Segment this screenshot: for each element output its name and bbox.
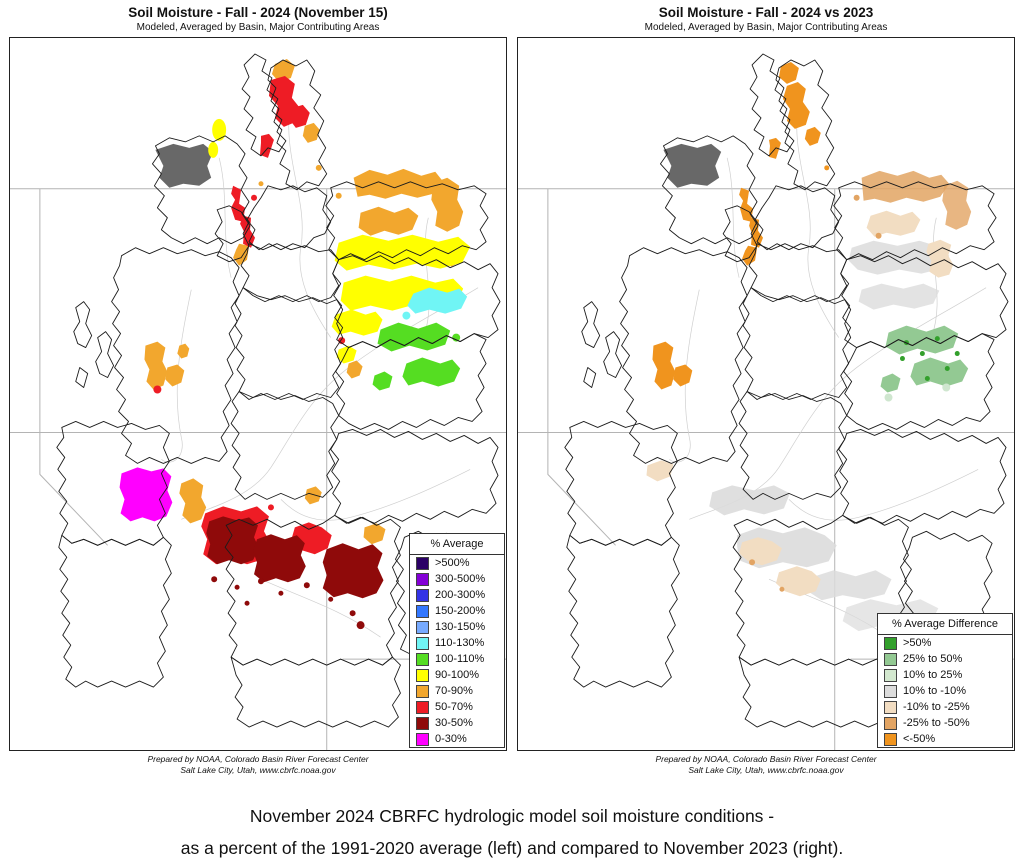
green-patches [372, 322, 461, 391]
legend-label: 130-150% [435, 620, 486, 633]
legend-swatch [416, 732, 429, 746]
legend-label: 200-300% [435, 588, 486, 601]
legend-item: 90-100% [410, 667, 504, 683]
legend-label: -25% to -50% [903, 716, 970, 729]
legend-item: -10% to -25% [878, 699, 1012, 715]
credit-line: Prepared by NOAA, Colorado Basin River F… [147, 754, 369, 764]
legend-swatch [416, 620, 429, 634]
legend-swatch [416, 652, 429, 666]
legend-title: % Average [410, 534, 504, 555]
legend-item: 70-90% [410, 683, 504, 699]
legend-item: 50-70% [410, 699, 504, 715]
legend-item: <-50% [878, 731, 1012, 747]
legend-label: -10% to -25% [903, 700, 970, 713]
left-map-patches [119, 58, 471, 630]
legend-label: <-50% [903, 732, 936, 745]
legend-swatch [416, 716, 429, 730]
legend-swatch [884, 684, 897, 698]
credit-line: Salt Lake City, Utah, www.cbrfc.noaa.gov [688, 765, 844, 776]
legend-item: 130-150% [410, 619, 504, 635]
legend-label: >50% [903, 636, 932, 649]
legend-swatch [416, 636, 429, 650]
legend-label: 25% to 50% [903, 652, 963, 665]
legend-swatch [416, 556, 429, 570]
legend-item: 10% to 25% [878, 667, 1012, 683]
legend-label: 70-90% [435, 684, 473, 697]
legend-label: >500% [435, 556, 470, 569]
legend-swatch [884, 732, 897, 746]
legend-item: 100-110% [410, 651, 504, 667]
legend-swatch [884, 652, 897, 666]
legend-label: 110-130% [435, 636, 485, 649]
left-credit: Prepared by NOAA, Colorado Basin River F… [9, 754, 507, 776]
legend-swatch [416, 588, 429, 602]
legend-item: -25% to -50% [878, 715, 1012, 731]
legend-swatch [884, 636, 897, 650]
legend-swatch [416, 684, 429, 698]
left-map: % Average >500% 300-500% 200-300% 150-200% 13… [9, 37, 507, 751]
legend-item: 150-200% [410, 603, 504, 619]
legend-label: 300-500% [435, 572, 486, 585]
map-panels: Soil Moisture - Fall - 2024 (November 15… [9, 2, 1015, 776]
credit-line: Prepared by NOAA, Colorado Basin River F… [655, 754, 877, 764]
right-subtitle: Modeled, Averaged by Basin, Major Contri… [644, 22, 888, 33]
legend-item: 200-300% [410, 587, 504, 603]
legend-item: >50% [878, 635, 1012, 651]
legend-label: 150-200% [435, 604, 486, 617]
right-credit: Prepared by NOAA, Colorado Basin River F… [517, 754, 1015, 776]
right-map: % Average Difference >50% 25% to 50% 10% to… [517, 37, 1015, 751]
legend-item: 10% to -10% [878, 683, 1012, 699]
magenta-patches [119, 467, 173, 522]
caption-line-2: as a percent of the 1991-2020 average (l… [180, 838, 844, 859]
legend-swatch [416, 604, 429, 618]
legend-label: 10% to 25% [903, 668, 963, 681]
pale-tan-patches [646, 210, 954, 597]
left-legend: % Average >500% 300-500% 200-300% 150-200% 13… [409, 533, 505, 748]
left-panel: Soil Moisture - Fall - 2024 (November 15… [9, 2, 507, 776]
legend-label: 0-30% [435, 732, 467, 745]
credit-line: Salt Lake City, Utah, www.cbrfc.noaa.gov [180, 765, 336, 776]
legend-label: 10% to -10% [903, 684, 966, 697]
right-title: Soil Moisture - Fall - 2024 vs 2023 [658, 5, 874, 20]
caption-line-1: November 2024 CBRFC hydrologic model soi… [249, 806, 775, 827]
legend-swatch [884, 716, 897, 730]
right-map-patches [646, 61, 972, 632]
legend-swatch [416, 572, 429, 586]
orange-diff-patches [652, 61, 830, 390]
left-map-svg [10, 53, 506, 750]
legend-item: 0-30% [410, 731, 504, 747]
legend-label: 50-70% [435, 700, 473, 713]
figure-caption: November 2024 CBRFC hydrologic model soi… [0, 800, 1024, 864]
legend-label: 100-110% [435, 652, 485, 665]
legend-swatch [884, 700, 897, 714]
legend-swatch [416, 668, 429, 682]
light-green-specks [884, 383, 951, 402]
legend-swatch [884, 668, 897, 682]
legend-item: >500% [410, 555, 504, 571]
left-title: Soil Moisture - Fall - 2024 (November 15… [128, 5, 388, 20]
legend-swatch [416, 700, 429, 714]
gray-diff-patches [709, 240, 950, 632]
right-panel: Soil Moisture - Fall - 2024 vs 2023 Mode… [517, 2, 1015, 776]
nodata-patch [663, 143, 722, 188]
legend-title: % Average Difference [878, 614, 1012, 635]
legend-item: 110-130% [410, 635, 504, 651]
right-map-svg [518, 53, 1014, 750]
right-legend: % Average Difference >50% 25% to 50% 10% to… [877, 613, 1013, 748]
legend-item: 25% to 50% [878, 651, 1012, 667]
darkred-patches [206, 516, 384, 630]
legend-label: 30-50% [435, 716, 473, 729]
dark-green-specks [899, 336, 960, 382]
legend-item: 30-50% [410, 715, 504, 731]
cyan-patches [402, 287, 468, 320]
left-subtitle: Modeled, Averaged by Basin, Major Contri… [136, 22, 380, 33]
nodata-patch [155, 143, 214, 188]
legend-item: 300-500% [410, 571, 504, 587]
legend-label: 90-100% [435, 668, 480, 681]
